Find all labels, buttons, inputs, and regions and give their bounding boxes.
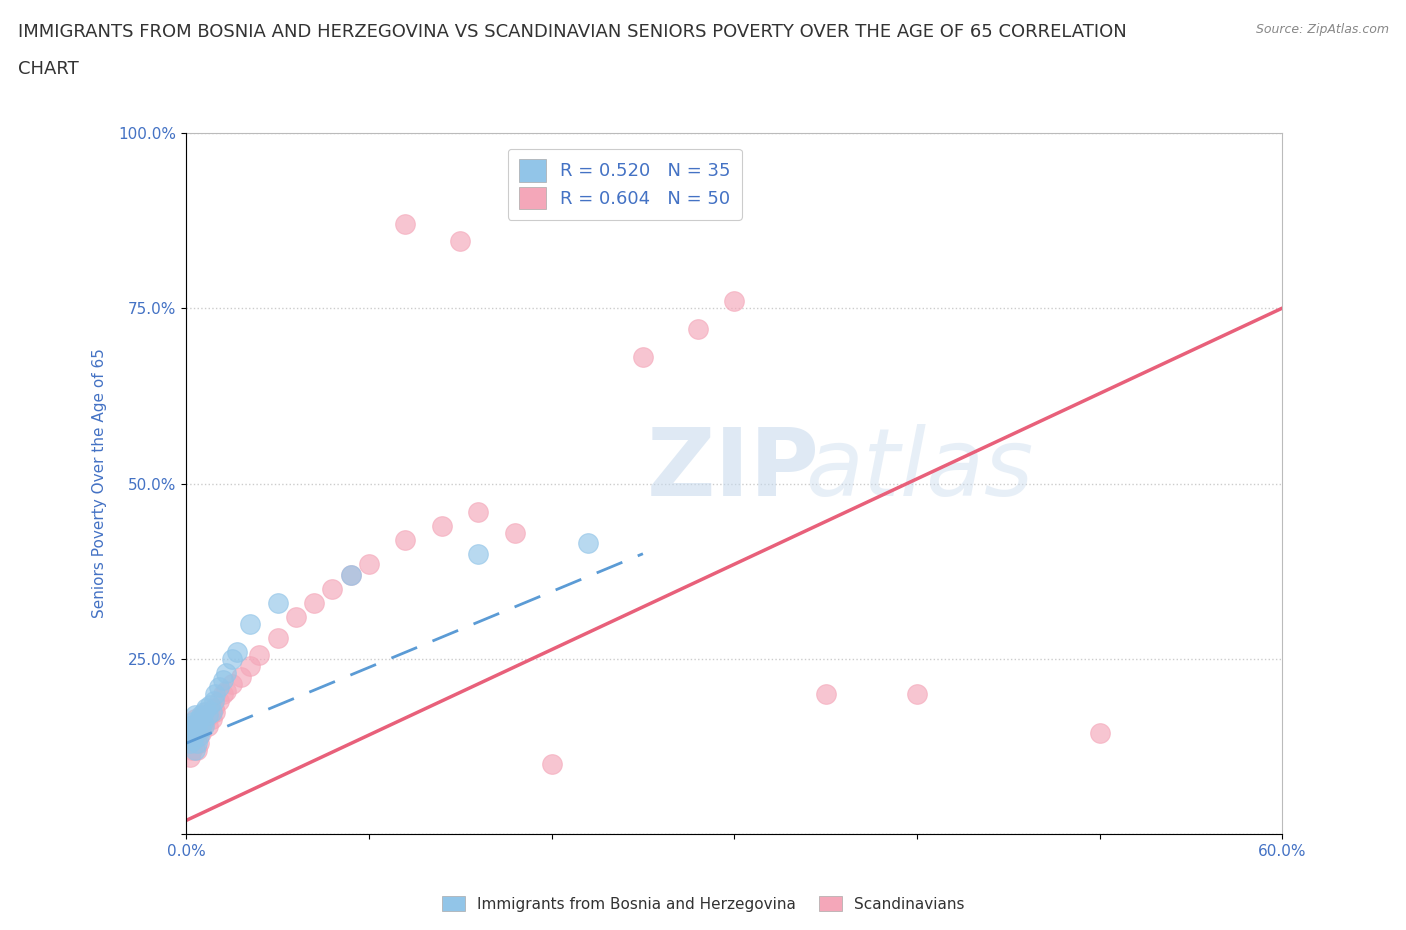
- Point: [198, 708, 221, 723]
- Point: [226, 644, 249, 659]
- Point: [905, 686, 928, 701]
- Point: [186, 718, 208, 733]
- Point: [190, 708, 212, 723]
- Text: atlas: atlas: [806, 424, 1033, 515]
- Point: [193, 718, 215, 733]
- Point: [215, 666, 238, 681]
- Point: [180, 725, 202, 740]
- Point: [183, 715, 205, 730]
- Point: [302, 595, 325, 610]
- Point: [183, 732, 205, 747]
- Text: CHART: CHART: [18, 60, 79, 78]
- Point: [449, 234, 471, 249]
- Point: [723, 294, 745, 309]
- Point: [467, 504, 489, 519]
- Point: [184, 743, 207, 758]
- Point: [208, 680, 231, 695]
- Point: [179, 718, 201, 733]
- Point: [321, 581, 343, 596]
- Point: [177, 725, 200, 740]
- Point: [204, 686, 226, 701]
- Point: [221, 652, 243, 667]
- Point: [188, 736, 211, 751]
- Point: [180, 743, 202, 758]
- Point: [814, 686, 837, 701]
- Point: [180, 729, 202, 744]
- Point: [201, 704, 224, 719]
- Point: [686, 322, 709, 337]
- Point: [208, 694, 231, 709]
- Point: [184, 711, 207, 726]
- Point: [190, 725, 212, 740]
- Point: [540, 160, 562, 175]
- Point: [339, 567, 361, 582]
- Point: [190, 711, 212, 726]
- Point: [239, 658, 262, 673]
- Point: [229, 669, 252, 684]
- Point: [540, 757, 562, 772]
- Point: [177, 736, 200, 751]
- Point: [195, 704, 218, 719]
- Point: [184, 729, 207, 744]
- Point: [467, 546, 489, 561]
- Point: [191, 715, 214, 730]
- Legend: Immigrants from Bosnia and Herzegovina, Scandinavians: Immigrants from Bosnia and Herzegovina, …: [436, 889, 970, 918]
- Point: [201, 711, 224, 726]
- Point: [179, 718, 201, 733]
- Point: [394, 217, 416, 232]
- Point: [576, 536, 599, 551]
- Point: [193, 715, 215, 730]
- Point: [503, 525, 526, 540]
- Point: [202, 700, 225, 715]
- Point: [204, 704, 226, 719]
- Point: [183, 722, 205, 737]
- Point: [188, 729, 211, 744]
- Point: [186, 736, 208, 751]
- Point: [631, 350, 654, 365]
- Point: [179, 750, 201, 764]
- Point: [195, 700, 218, 715]
- Point: [339, 567, 361, 582]
- Y-axis label: Seniors Poverty Over the Age of 65: Seniors Poverty Over the Age of 65: [93, 349, 107, 618]
- Point: [211, 672, 233, 687]
- Text: Source: ZipAtlas.com: Source: ZipAtlas.com: [1256, 23, 1389, 36]
- Point: [284, 609, 307, 624]
- Point: [221, 676, 243, 691]
- Point: [197, 708, 219, 723]
- Point: [180, 722, 202, 737]
- Point: [1088, 725, 1111, 740]
- Point: [198, 698, 221, 712]
- Point: [193, 704, 215, 719]
- Point: [186, 743, 208, 758]
- Point: [191, 718, 214, 733]
- Point: [188, 711, 211, 726]
- Point: [266, 631, 288, 645]
- Point: [202, 694, 225, 709]
- Point: [183, 736, 205, 751]
- Point: [211, 686, 233, 701]
- Point: [193, 708, 215, 723]
- Point: [215, 684, 238, 698]
- Legend: R = 0.520   N = 35, R = 0.604   N = 50: R = 0.520 N = 35, R = 0.604 N = 50: [508, 149, 741, 219]
- Point: [184, 708, 207, 723]
- Point: [357, 557, 380, 572]
- Text: ZIP: ZIP: [647, 423, 820, 515]
- Point: [239, 617, 262, 631]
- Point: [247, 648, 270, 663]
- Point: [394, 532, 416, 547]
- Point: [190, 722, 212, 737]
- Point: [266, 595, 288, 610]
- Point: [430, 518, 453, 533]
- Point: [197, 718, 219, 733]
- Text: IMMIGRANTS FROM BOSNIA AND HERZEGOVINA VS SCANDINAVIAN SENIORS POVERTY OVER THE : IMMIGRANTS FROM BOSNIA AND HERZEGOVINA V…: [18, 23, 1128, 41]
- Point: [186, 718, 208, 733]
- Point: [184, 725, 207, 740]
- Point: [179, 736, 201, 751]
